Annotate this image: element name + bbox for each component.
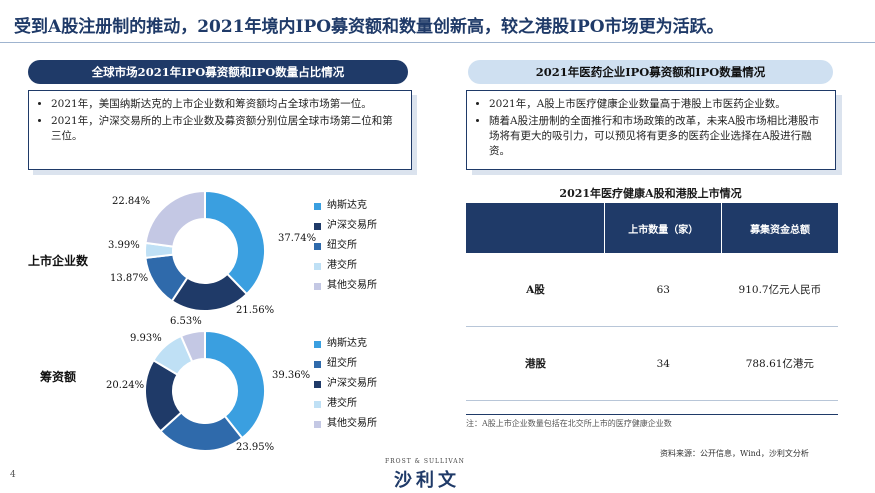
table-cell-amount: 910.7亿元人民币 <box>721 253 838 327</box>
brand-logo-en: FROST & SULLIVAN <box>385 458 465 465</box>
table-header-count: 上市数量（家） <box>604 203 723 253</box>
data-source: 资料来源：公开信息，Wind，沙利文分析 <box>660 449 809 458</box>
left-bullet-box: 2021年，美国纳斯达克的上市企业数和筹资额均占全球市场第一位。 2021年，沪… <box>28 90 412 170</box>
chart2-label-0: 39.36% <box>272 370 311 381</box>
legend-item: 港交所 <box>314 394 377 414</box>
legend-item: 纽交所 <box>314 236 377 256</box>
donut-slice-4 <box>179 329 206 363</box>
legend-swatch <box>314 400 321 408</box>
legend-item: 纳斯达克 <box>314 334 377 354</box>
table-header-blank <box>466 203 606 253</box>
legend-label: 其他交易所 <box>327 280 377 291</box>
table-header-row: 上市数量（家） 募集资金总额 <box>466 203 838 253</box>
table-cell-amount: 788.61亿港元 <box>721 326 838 401</box>
legend-item: 沪深交易所 <box>314 216 377 236</box>
chart1-label-0: 37.74% <box>278 233 317 244</box>
donut-chart-fundraising <box>144 329 266 452</box>
legend-item: 其他交易所 <box>314 414 377 434</box>
table-cell-market: 港股 <box>466 326 605 401</box>
legend-item: 沪深交易所 <box>314 374 377 394</box>
chart2-label-1: 23.95% <box>236 442 275 453</box>
left-bullet-2: 2021年，沪深交易所的上市企业数及募资额分别位居全球市场第二位和第三位。 <box>51 114 403 144</box>
chart2-legend: 纳斯达克纽交所沪深交易所港交所其他交易所 <box>314 334 377 434</box>
table-header-amount: 募集资金总额 <box>721 203 838 253</box>
left-bullet-1: 2021年，美国纳斯达克的上市企业数和筹资额均占全球市场第一位。 <box>51 97 403 112</box>
legend-label: 纳斯达克 <box>327 338 367 349</box>
left-section-header: 全球市场2021年IPO募资额和IPO数量占比情况 <box>28 60 408 84</box>
chart1-label-3: 3.99% <box>108 240 140 251</box>
table-title: 2021年医疗健康A股和港股上市情况 <box>559 187 742 200</box>
legend-label: 港交所 <box>327 260 357 271</box>
legend-label: 沪深交易所 <box>327 378 377 389</box>
donut-slice-4 <box>144 189 206 248</box>
legend-label: 纽交所 <box>327 240 357 251</box>
donut-slice-0 <box>204 329 266 440</box>
legend-item: 纽交所 <box>314 354 377 374</box>
chart1-label-4: 22.84% <box>112 196 151 207</box>
legend-label: 纳斯达克 <box>327 200 367 211</box>
legend-swatch <box>314 282 321 290</box>
brand-logo-cn: 沙利文 <box>394 470 460 491</box>
table-cell-market: A股 <box>466 253 605 327</box>
legend-swatch <box>314 380 321 388</box>
legend-label: 纽交所 <box>327 358 357 369</box>
right-section-header: 2021年医药企业IPO募资额和IPO数量情况 <box>468 60 833 84</box>
legend-item: 港交所 <box>314 256 377 276</box>
table-cell-count: 34 <box>604 326 722 401</box>
right-bullet-box: 2021年，A股上市医疗健康企业数量高于港股上市医药企业数。 随着A股注册制的全… <box>466 90 836 170</box>
page-number: 4 <box>10 470 16 480</box>
legend-label: 其他交易所 <box>327 418 377 429</box>
legend-swatch <box>314 222 321 230</box>
chart2-label-4: 6.53% <box>170 316 202 327</box>
legend-swatch <box>314 242 321 250</box>
legend-item: 纳斯达克 <box>314 196 377 216</box>
note-divider <box>466 414 838 415</box>
right-bullet-1: 2021年，A股上市医疗健康企业数量高于港股上市医药企业数。 <box>489 97 827 112</box>
right-bullet-2: 随着A股注册制的全面推行和市场政策的改革，未来A股市场相比港股市场将有更大的吸引… <box>489 114 827 159</box>
legend-label: 沪深交易所 <box>327 220 377 231</box>
legend-swatch <box>314 420 321 428</box>
table-row: 港股 34 788.61亿港元 <box>466 326 838 401</box>
ipo-table: 上市数量（家） 募集资金总额 A股 63 910.7亿元人民币 港股 34 78… <box>466 203 838 401</box>
chart2-label-2: 20.24% <box>106 380 145 391</box>
table-row: A股 63 910.7亿元人民币 <box>466 253 838 327</box>
legend-swatch <box>314 262 321 270</box>
legend-item: 其他交易所 <box>314 276 377 296</box>
legend-swatch <box>314 202 321 210</box>
chart1-label-1: 21.56% <box>236 305 275 316</box>
legend-label: 港交所 <box>327 398 357 409</box>
donut-slice-0 <box>204 189 266 296</box>
table-cell-count: 63 <box>604 253 722 327</box>
donut-chart-listings <box>144 189 266 312</box>
title-divider <box>0 42 875 43</box>
chart2-label-3: 9.93% <box>130 333 162 344</box>
chart1-label-2: 13.87% <box>110 273 149 284</box>
chart1-row-label: 上市企业数 <box>28 254 89 268</box>
legend-swatch <box>314 360 321 368</box>
page-title: 受到A股注册制的推动，2021年境内IPO募资额和数量创新高，较之港股IPO市场… <box>14 17 724 37</box>
chart2-row-label: 筹资额 <box>40 370 77 384</box>
chart1-legend: 纳斯达克沪深交易所纽交所港交所其他交易所 <box>314 196 377 296</box>
table-note: 注：A股上市企业数量包括在北交所上市的医疗健康企业数 <box>466 419 672 428</box>
legend-swatch <box>314 340 321 348</box>
